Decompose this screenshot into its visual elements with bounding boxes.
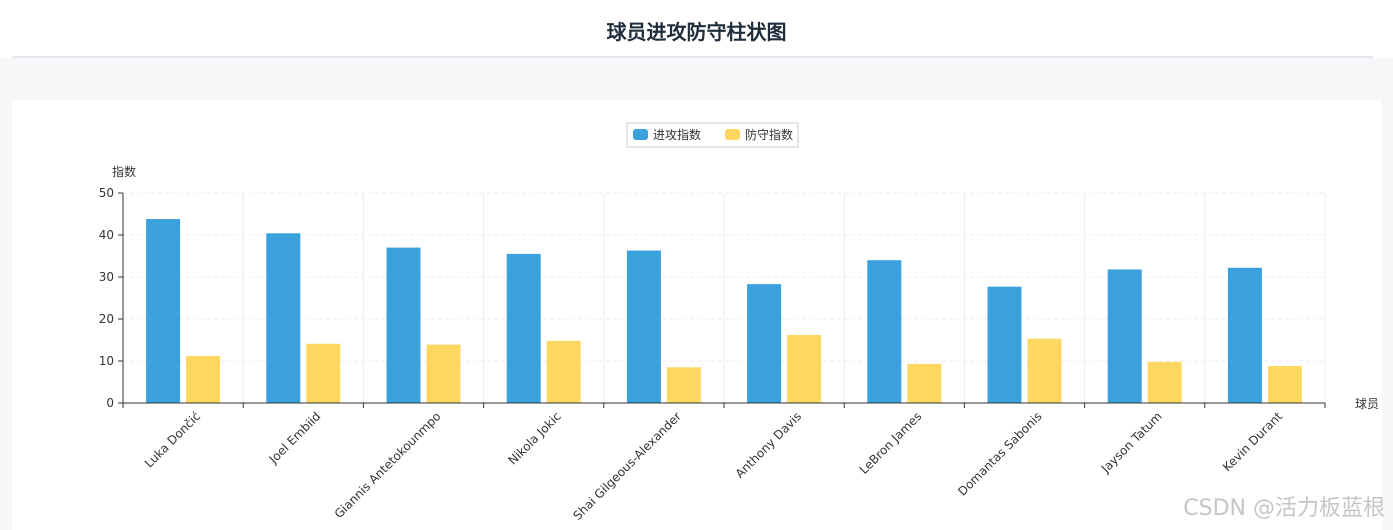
defense-bar (306, 343, 341, 403)
attack-bar (626, 250, 661, 403)
y-tick-label: 10 (99, 354, 114, 368)
x-tick-label: Shai Gilgeous-Alexander (570, 409, 684, 523)
page-title: 球员进攻防守柱状图 (606, 20, 787, 44)
y-tick-label: 50 (99, 186, 114, 200)
defense-bar (1147, 361, 1182, 403)
x-tick-label: Domantas Sabonis (955, 409, 1044, 498)
legend: 进攻指数 防守指数 (626, 122, 799, 148)
x-tick-label: Nikola Jokic (506, 409, 564, 467)
attack-bar (1107, 269, 1142, 403)
x-tick-label: Kevin Durant (1220, 409, 1285, 474)
legend-label-defense: 防守指数 (745, 127, 793, 142)
title-bar (0, 0, 1393, 58)
legend-box (626, 122, 799, 148)
x-tick-label: Jayson Tatum (1098, 409, 1165, 476)
defense-bar (1027, 338, 1062, 403)
defense-bar (1267, 366, 1302, 403)
grid-lines (123, 192, 1326, 403)
attack-bar (987, 286, 1022, 403)
defense-bar (426, 344, 461, 403)
y-tick-label: 0 (106, 396, 114, 410)
attack-bar (386, 247, 421, 403)
y-tick-label: 40 (99, 228, 114, 242)
x-tick-label: Luka Dončić (142, 409, 203, 470)
chart-card (12, 100, 1382, 530)
legend-swatch-attack (633, 129, 648, 140)
title-divider (12, 56, 1373, 58)
attack-bar (1227, 267, 1262, 403)
defense-bar (186, 355, 221, 403)
defense-bar (787, 334, 822, 403)
defense-bar (546, 340, 581, 403)
attack-bar (506, 253, 541, 403)
attack-bar (747, 284, 782, 403)
x-tick-label: Anthony Davis (733, 409, 805, 481)
defense-bar (666, 367, 701, 403)
y-tick-label: 20 (99, 312, 114, 326)
attack-bar (266, 233, 301, 403)
x-tick-label: Joel Embiid (266, 409, 324, 467)
y-axis-title: 指数 (112, 164, 136, 179)
x-tick-label: Giannis Antetokounmpo (332, 409, 444, 521)
x-tick-label: LeBron James (857, 409, 925, 477)
y-tick-label: 30 (99, 270, 114, 284)
x-axis-title: 球员 (1355, 397, 1379, 411)
bars (146, 219, 1302, 403)
defense-bar (907, 363, 942, 403)
legend-label-attack: 进攻指数 (653, 127, 701, 142)
attack-bar (146, 219, 181, 403)
watermark: CSDN @活力板蓝根 (1183, 496, 1385, 521)
legend-swatch-defense (725, 129, 740, 140)
attack-bar (867, 260, 902, 403)
